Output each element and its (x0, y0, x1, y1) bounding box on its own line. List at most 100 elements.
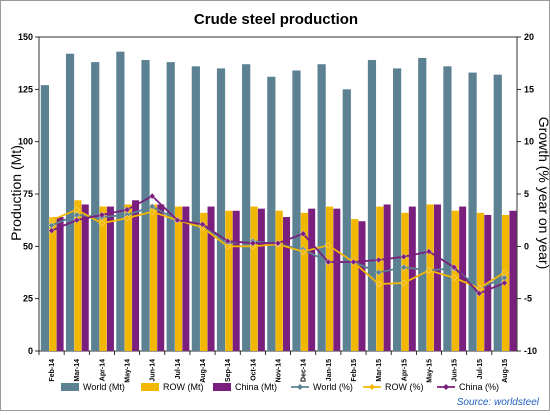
y2-axis-title: Growth (% year on year) (536, 117, 549, 270)
x-tick-label-mar-15: Mar-15 (376, 359, 383, 382)
y-tick-label: 0 (28, 346, 33, 356)
source-note: Source: worldsteel (457, 397, 540, 408)
bar-china-mt-oct-14 (257, 208, 265, 351)
point-china-aug-15 (501, 279, 508, 287)
y-tick-label: 75 (23, 189, 33, 199)
bar-world-mt-jul-15 (468, 72, 477, 351)
point-china-jan-15 (325, 258, 332, 266)
bar-row-mt-oct-14 (250, 206, 258, 351)
legend-label-row: ROW (%) (385, 382, 424, 392)
point-china-feb-14 (48, 227, 55, 234)
bar-china-mt-sep-14 (232, 210, 240, 351)
point-china-jun-14 (148, 192, 156, 200)
point-china-jul-15 (475, 290, 483, 297)
x-tick-label-aug-14: Aug-14 (200, 359, 207, 383)
bars (40, 51, 517, 352)
bar-world-mt-dec-14 (292, 70, 301, 351)
bar-china-mt-jan-15 (333, 208, 341, 351)
point-china-nov-14 (274, 239, 282, 247)
point-row-apr-14 (98, 220, 106, 227)
point-row-jun-15 (450, 274, 458, 282)
bar-row-mt-jun-15 (451, 210, 459, 351)
point-china-may-15 (425, 248, 433, 255)
legend-label-china-mt: China (Mt) (235, 382, 277, 392)
bar-world-mt-sep-14 (216, 68, 226, 352)
bar-china-mt-feb-15 (358, 221, 366, 351)
x-tick-label-jul-14: Jul-14 (175, 359, 182, 379)
bar-china-mt-jun-14 (157, 204, 165, 351)
bar-china-mt-mar-14 (81, 204, 89, 351)
point-china-sep-14 (224, 237, 231, 245)
bar-china-mt-aug-15 (509, 210, 517, 351)
point-row-dec-14 (299, 248, 307, 255)
point-china-apr-14 (98, 211, 106, 219)
x-tick-label-aug-15: Aug-15 (502, 359, 509, 383)
lines (48, 192, 508, 297)
x-tick-label-oct-14: Oct-14 (250, 359, 257, 381)
x-tick-label-dec-14: Dec-14 (301, 359, 308, 382)
y2-tick-label: 15 (524, 84, 534, 94)
y2-tick-label: -5 (524, 294, 532, 304)
bar-china-mt-apr-14 (106, 206, 114, 351)
bar-row-mt-sep-14 (225, 210, 233, 351)
x-tick-label-feb-14: Feb-14 (49, 359, 56, 382)
bar-china-mt-aug-14 (207, 206, 215, 351)
bar-row-mt-feb-14 (49, 217, 57, 351)
bar-world-mt-mar-15 (367, 60, 377, 351)
bar-row-mt-may-15 (426, 204, 434, 351)
y-tick-label: 50 (23, 241, 33, 251)
point-china-may-14 (123, 206, 131, 213)
bar-world-mt-may-15 (418, 57, 427, 351)
bar-world-mt-oct-14 (242, 64, 251, 352)
bar-china-mt-jun-15 (459, 206, 467, 351)
bar-world-mt-feb-15 (342, 89, 351, 351)
bar-china-mt-mar-15 (383, 204, 391, 351)
y-tick-label: 25 (23, 294, 33, 304)
bar-world-mt-aug-15 (493, 74, 502, 352)
point-row-may-14 (123, 214, 131, 222)
x-tick-label-nov-14: Nov-14 (276, 359, 283, 382)
bar-china-mt-may-15 (433, 204, 441, 351)
bar-row-mt-jun-14 (149, 204, 158, 351)
point-china-mar-14 (73, 216, 81, 224)
y-tick-label: 125 (18, 84, 33, 94)
bar-row-mt-mar-14 (74, 200, 82, 351)
bar-row-mt-jul-15 (476, 212, 485, 351)
bar-row-mt-apr-14 (99, 206, 107, 351)
point-row-may-15 (425, 267, 433, 274)
x-tick-label-apr-14: Apr-14 (99, 359, 106, 381)
point-china-aug-14 (199, 221, 206, 228)
bar-world-mt-may-14 (116, 51, 125, 352)
bar-world-mt-aug-14 (191, 66, 200, 351)
bar-world-mt-apr-15 (393, 68, 402, 352)
x-tick-label-jan-15: Jan-15 (326, 359, 333, 381)
point-china-mar-15 (375, 256, 382, 264)
y2-tick-label: 0 (524, 241, 529, 251)
bar-row-mt-aug-14 (200, 212, 208, 351)
legend-marker-row (369, 384, 375, 390)
bar-world-mt-apr-14 (91, 62, 100, 352)
bar-china-mt-nov-14 (283, 217, 291, 351)
x-tick-label-sep-14: Sep-14 (225, 359, 232, 382)
axes: 0 25 50 75 100 125 150 -10 -5 0 5 10 15 20 Feb-14 Mar-1… (18, 32, 537, 383)
bar-world-mt-jun-14 (141, 60, 150, 351)
point-row-aug-15 (501, 269, 508, 276)
legend-label-world-mt: World (Mt) (83, 382, 125, 392)
legend-swatch-row-mt (141, 383, 159, 391)
y2-tick-label: 20 (524, 32, 534, 42)
point-row-apr-15 (400, 279, 408, 287)
point-world-apr-15 (400, 263, 408, 271)
bar-row-mt-jan-15 (325, 206, 334, 351)
x-tick-label-may-14: May-14 (125, 359, 132, 383)
x-tick-label-mar-14: Mar-14 (74, 359, 81, 382)
y2-tick-label: 10 (524, 137, 534, 147)
y2-tick-label: 5 (524, 189, 529, 199)
point-china-feb-15 (350, 258, 357, 266)
x-tick-label-jun-14: Jun-14 (150, 359, 157, 382)
point-china-jun-15 (450, 263, 458, 271)
point-china-apr-15 (400, 253, 408, 261)
bar-row-mt-may-14 (124, 204, 132, 351)
point-row-mar-14 (73, 206, 81, 213)
point-row-mar-15 (375, 280, 382, 288)
